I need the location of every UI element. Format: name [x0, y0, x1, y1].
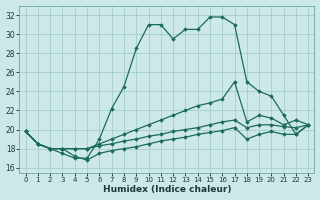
X-axis label: Humidex (Indice chaleur): Humidex (Indice chaleur)	[103, 185, 231, 194]
